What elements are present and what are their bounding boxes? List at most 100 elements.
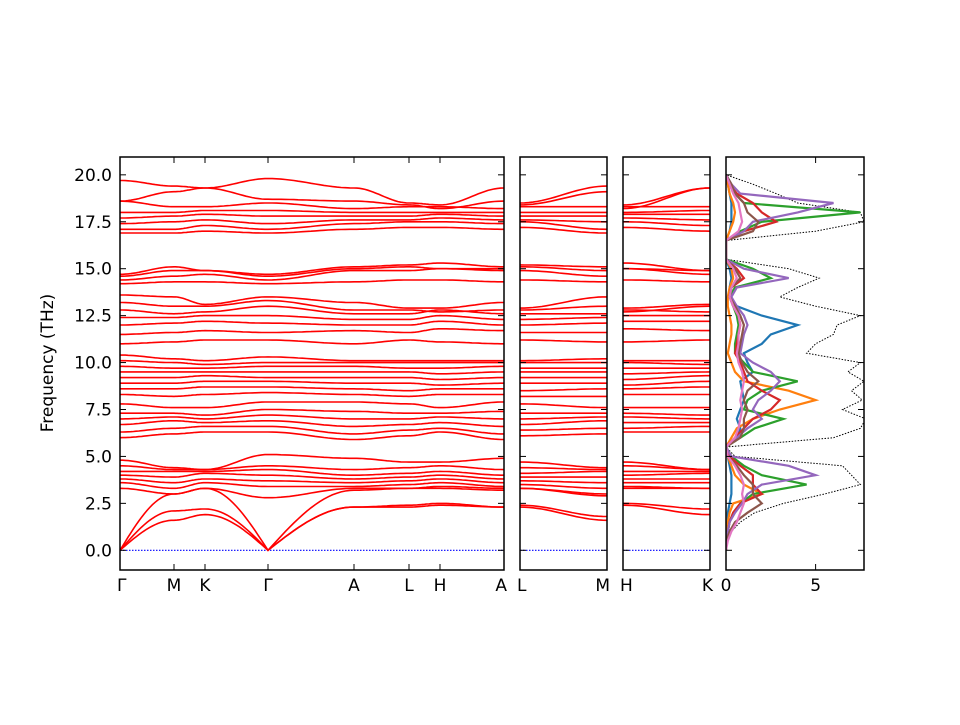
phonon-band-1 xyxy=(622,504,710,516)
phonon-band-29 xyxy=(120,305,505,315)
phonon-band-28 xyxy=(520,316,607,321)
phonon-band-21 xyxy=(120,371,505,375)
phonon-band-15 xyxy=(120,408,504,416)
phonon-band-35 xyxy=(519,264,607,268)
phonon-band-16 xyxy=(120,401,504,409)
phonon-band-6 xyxy=(120,478,504,484)
phonon-band-43 xyxy=(622,187,711,206)
phonon-band-6 xyxy=(520,479,607,484)
phonon-band-7 xyxy=(120,472,505,480)
phonon-band-28 xyxy=(120,314,504,321)
phonon-band-8 xyxy=(520,470,608,475)
kpoint-label: L xyxy=(517,576,527,596)
phonon-band-38 xyxy=(120,217,504,225)
phonon-band-9 xyxy=(520,466,607,471)
phonon-band-30 xyxy=(120,299,504,313)
phonon-band-31 xyxy=(520,296,607,309)
partial-dos-line-7 xyxy=(726,174,746,551)
panel-frame xyxy=(119,156,505,571)
phonon-band-19 xyxy=(120,380,504,386)
phonon-band-27 xyxy=(120,320,504,326)
phonon-band-23 xyxy=(623,361,710,366)
phonon-band-16 xyxy=(520,403,607,409)
phonon-band-23 xyxy=(120,359,504,366)
phonon-band-33 xyxy=(520,269,607,278)
phonon-band-37 xyxy=(520,221,608,231)
y-tick-label: 7.5 xyxy=(85,400,112,420)
phonon-band-25 xyxy=(623,339,710,343)
phonon-band-34 xyxy=(120,265,504,278)
phonon-band-4 xyxy=(623,485,710,490)
phonon-band-1 xyxy=(519,506,608,522)
phonon-band-12 xyxy=(520,427,607,431)
phonon-band-10 xyxy=(623,461,711,471)
phonon-band-32 xyxy=(120,279,504,285)
kpoint-label: M xyxy=(595,576,610,596)
phonon-band-2 xyxy=(519,504,608,518)
panel-frame xyxy=(622,156,711,571)
phonon-band-19 xyxy=(623,380,711,386)
y-tick-label: 20.0 xyxy=(74,166,112,186)
kpoint-label: Γ xyxy=(263,576,273,596)
phonon-band-18 xyxy=(623,386,710,390)
y-tick-label: 17.5 xyxy=(74,213,112,233)
y-tick-label: 10.0 xyxy=(74,354,112,374)
phonon-band-40 xyxy=(623,209,710,214)
phonon-band-17 xyxy=(120,391,504,398)
phonon-band-27 xyxy=(520,322,608,326)
phonon-band-2 xyxy=(623,502,710,510)
phonon-band-42 xyxy=(519,190,608,206)
phonon-band-4 xyxy=(119,485,504,499)
phonon-band-36 xyxy=(520,226,607,234)
phonon-band-40 xyxy=(120,209,504,214)
phonon-band-22 xyxy=(120,365,504,370)
phonon-band-14 xyxy=(120,414,504,420)
kpoint-label: K xyxy=(199,576,211,596)
phonon-band-7 xyxy=(623,472,710,477)
phonon-band-8 xyxy=(120,468,504,477)
y-axis-label: Frequency (THz) xyxy=(38,294,58,433)
phonon-band-24 xyxy=(520,357,607,362)
phonon-band-1 xyxy=(119,504,504,552)
phonon-band-41 xyxy=(119,200,504,210)
phonon-band-31 xyxy=(623,303,710,309)
phonon-band-14 xyxy=(623,416,710,420)
kpoint-label: A xyxy=(348,576,360,596)
phonon-band-15 xyxy=(622,412,710,416)
y-tick-label: 12.5 xyxy=(74,307,112,327)
phonon-band-4 xyxy=(519,487,608,495)
phonon-band-25 xyxy=(120,339,504,345)
dos-x-tick-label: 0 xyxy=(721,576,732,596)
phonon-band-21 xyxy=(623,371,711,375)
y-tick-label: 2.5 xyxy=(85,494,112,514)
y-tick-label: 5.0 xyxy=(85,447,112,467)
y-tick-label: 0.0 xyxy=(85,541,112,561)
band-panel-1: Γ M K Γ A L H A 0.0 2.5 5.0 7.5 10.0 12.5 15.0 17.5 20.0 xyxy=(74,156,507,596)
phonon-band-9 xyxy=(120,464,505,471)
phonon-band-38 xyxy=(623,217,710,221)
phonon-band-36 xyxy=(120,226,504,234)
phonon-band-11 xyxy=(520,433,607,437)
phonon-band-30 xyxy=(622,305,711,313)
phonon-band-34 xyxy=(520,265,607,272)
phonon-band-26 xyxy=(623,327,710,332)
phonon-band-43 xyxy=(120,177,505,206)
phonon-band-10 xyxy=(120,453,504,471)
phonon-band-25 xyxy=(520,339,607,343)
dos-x-tick-label: 5 xyxy=(810,576,821,596)
phonon-band-18 xyxy=(520,388,608,392)
dos-frame xyxy=(725,156,865,571)
phonon-band-39 xyxy=(120,213,504,219)
kpoint-label: K xyxy=(702,576,714,596)
phonon-band-26 xyxy=(120,327,504,336)
phonon-band-14 xyxy=(520,416,607,420)
phonon-band-20 xyxy=(120,374,504,381)
phonon-band-42 xyxy=(622,187,711,210)
kpoint-label: A xyxy=(495,576,507,596)
phonon-band-2 xyxy=(119,502,504,552)
panel-frame xyxy=(519,156,608,571)
kpoint-label: Γ xyxy=(117,576,127,596)
